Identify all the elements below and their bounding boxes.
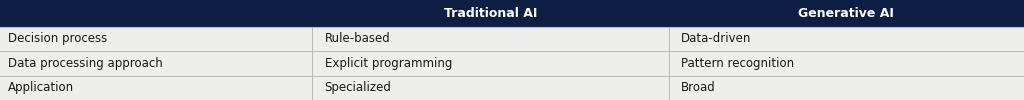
Text: Generative AI: Generative AI xyxy=(799,7,894,20)
Text: Broad: Broad xyxy=(681,81,716,94)
Text: Data-driven: Data-driven xyxy=(681,32,752,45)
Text: Explicit programming: Explicit programming xyxy=(325,57,452,70)
Text: Application: Application xyxy=(8,81,75,94)
Text: Decision process: Decision process xyxy=(8,32,108,45)
Text: Data processing approach: Data processing approach xyxy=(8,57,163,70)
Text: Rule-based: Rule-based xyxy=(325,32,390,45)
Text: Pattern recognition: Pattern recognition xyxy=(681,57,794,70)
Bar xyxy=(0,0,1024,26)
Text: Traditional AI: Traditional AI xyxy=(443,7,538,20)
Text: Specialized: Specialized xyxy=(325,81,391,94)
